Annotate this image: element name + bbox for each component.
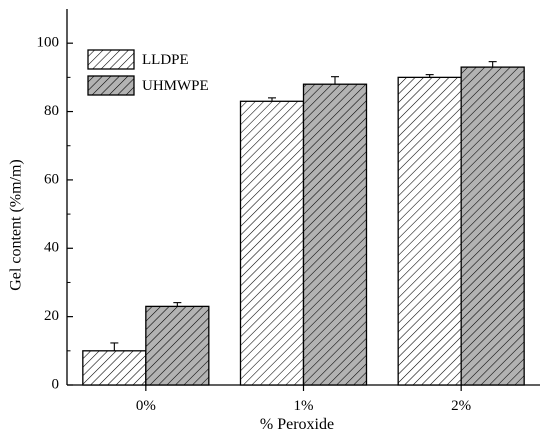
y-axis-title-group: Gel content (%m/m)	[8, 159, 25, 291]
legend: LLDPE UHMWPE	[87, 49, 209, 96]
bar-uhmwpe-0	[145, 305, 210, 386]
bar-uhmwpe-2	[460, 66, 525, 386]
y-tick-label: 100	[37, 35, 60, 51]
legend-swatch-uhmwpe	[87, 75, 135, 96]
y-tick-label: 40	[44, 240, 59, 256]
y-tick-label: 80	[44, 103, 59, 119]
bar-lldpe-1	[239, 100, 305, 386]
x-tick-label: 2%	[451, 398, 471, 414]
bar-lldpe-2	[397, 76, 462, 386]
x-tick-label: 1%	[294, 398, 314, 414]
plot-area: 0 20 40 60 80 100 0% 1% 2%	[37, 9, 540, 414]
x-axis-title: % Peroxide	[260, 416, 334, 433]
bar-lldpe-0	[82, 350, 147, 386]
legend-swatch-lldpe	[87, 49, 135, 70]
y-tick-label: 0	[52, 376, 60, 392]
y-tick-label: 20	[44, 308, 59, 324]
legend-label-lldpe: LLDPE	[142, 52, 189, 68]
legend-label-uhmwpe: UHMWPE	[142, 78, 209, 94]
y-tick-label: 60	[44, 171, 59, 187]
y-axis-title: Gel content (%m/m)	[8, 159, 25, 291]
x-tick-label: 0%	[136, 398, 156, 414]
bar-uhmwpe-1	[302, 83, 368, 386]
